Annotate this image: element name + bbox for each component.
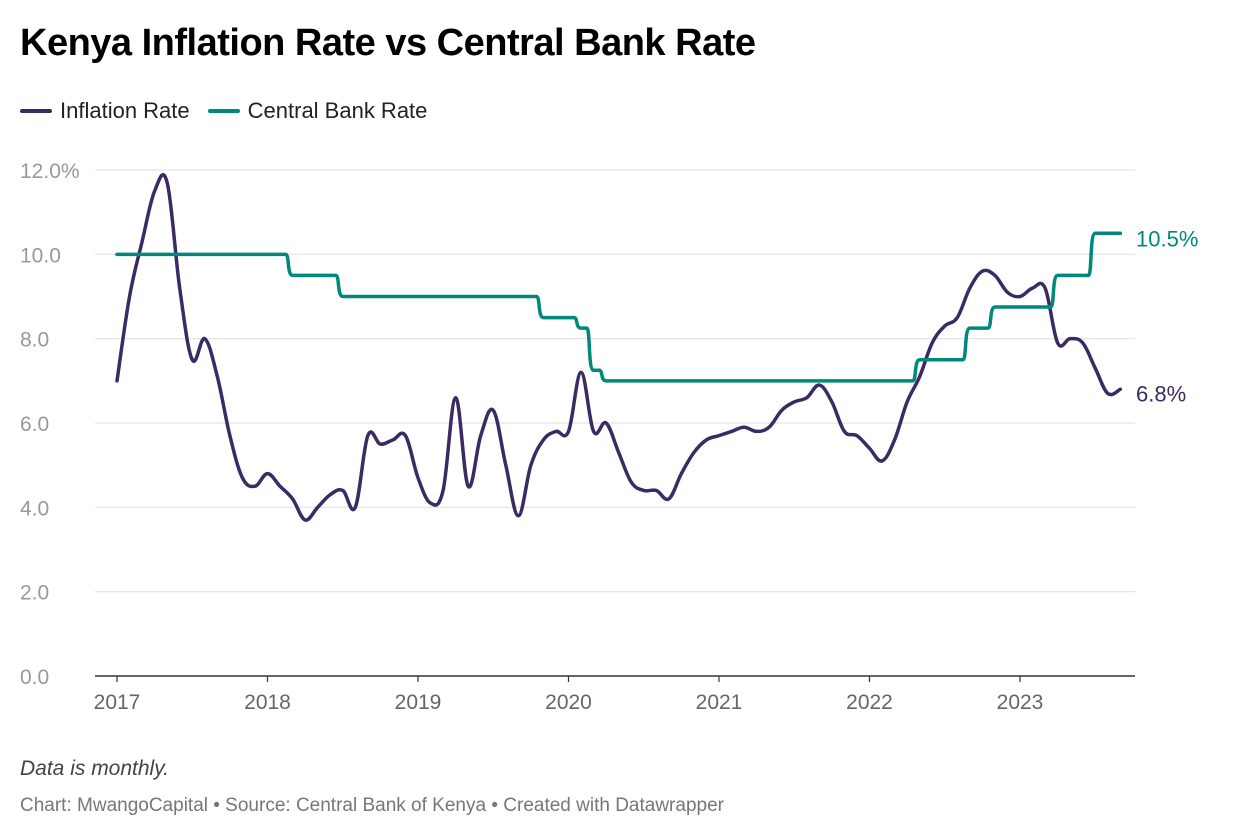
legend-item-inflation: Inflation Rate bbox=[20, 98, 190, 124]
chart-footer: Chart: MwangoCapital • Source: Central B… bbox=[20, 795, 724, 816]
line-chart: 0.0 2.0 4.0 6.0 8.0 10.0 12.0% 2017 2018 2019 2020… bbox=[20, 160, 1198, 714]
x-tick-label: 2021 bbox=[696, 691, 743, 714]
legend-label-cbr: Central Bank Rate bbox=[247, 98, 428, 123]
x-tick-label: 2017 bbox=[94, 691, 141, 714]
x-tick-label: 2018 bbox=[244, 691, 291, 714]
legend: Inflation Rate Central Bank Rate bbox=[20, 98, 445, 124]
series-line-cbr bbox=[115, 231, 1123, 383]
y-tick-label: 2.0 bbox=[20, 582, 49, 605]
legend-item-cbr: Central Bank Rate bbox=[207, 98, 428, 124]
end-label-cbr: 10.5% bbox=[1136, 226, 1198, 251]
legend-swatch-inflation bbox=[20, 109, 52, 113]
x-tick-label: 2019 bbox=[395, 691, 442, 714]
y-tick-label: 6.0 bbox=[20, 413, 49, 436]
x-tick-label: 2020 bbox=[545, 691, 592, 714]
legend-label-inflation: Inflation Rate bbox=[60, 98, 190, 123]
end-label-inflation: 6.8% bbox=[1136, 381, 1186, 406]
x-tick-label: 2023 bbox=[997, 691, 1044, 714]
y-tick-label: 8.0 bbox=[20, 329, 49, 352]
y-tick-label: 4.0 bbox=[20, 497, 49, 520]
chart-note: Data is monthly. bbox=[20, 757, 169, 780]
chart-title: Kenya Inflation Rate vs Central Bank Rat… bbox=[20, 22, 756, 64]
series-line-inflation bbox=[115, 173, 1123, 522]
y-tick-label: 10.0 bbox=[20, 244, 61, 267]
x-tick-label: 2022 bbox=[846, 691, 893, 714]
y-tick-label: 12.0% bbox=[20, 160, 80, 183]
legend-swatch-cbr bbox=[207, 109, 240, 113]
y-tick-label: 0.0 bbox=[20, 666, 49, 689]
